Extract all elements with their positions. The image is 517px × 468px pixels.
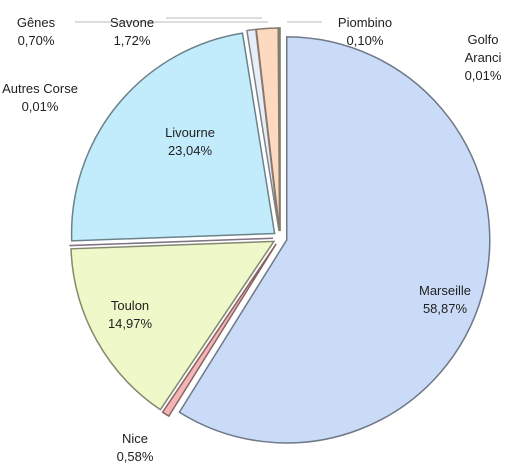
category-name: Nice bbox=[121, 431, 148, 446]
category-name: Marseille bbox=[418, 283, 472, 298]
slice-label: Marseille 58,87% bbox=[419, 282, 471, 318]
slice-label: Piombino 0,10% bbox=[338, 14, 392, 50]
value-label: 0,01% bbox=[464, 68, 502, 83]
value-label: 14,97% bbox=[107, 316, 153, 331]
category-name: Savone bbox=[109, 15, 155, 30]
category-name: Piombino bbox=[337, 15, 393, 30]
slice-label: Livourne 23,04% bbox=[165, 124, 215, 160]
slice-label: Golfo Aranci 0,01% bbox=[458, 31, 508, 85]
pie-slice bbox=[161, 243, 277, 418]
slice-label: Savone 1,72% bbox=[110, 14, 154, 50]
value-label: 0,70% bbox=[17, 33, 55, 48]
slice-label: Nice 0,58% bbox=[117, 430, 154, 466]
category-name: Toulon bbox=[110, 298, 150, 313]
value-label: 1,72% bbox=[113, 33, 151, 48]
slice-label: Autres Corse 0,01% bbox=[2, 80, 78, 116]
pie-slice bbox=[178, 36, 491, 444]
value-label: 58,87% bbox=[422, 301, 468, 316]
pie-slice bbox=[70, 32, 276, 242]
slice-label: Gênes 0,70% bbox=[17, 14, 55, 50]
pie-slice bbox=[69, 237, 274, 247]
value-label: 0,01% bbox=[21, 99, 59, 114]
category-name: Autres Corse bbox=[2, 81, 78, 96]
category-name: Livourne bbox=[165, 125, 215, 140]
category-name: Golfo Aranci bbox=[464, 32, 502, 65]
value-label: 0,58% bbox=[116, 449, 154, 464]
pie-slice bbox=[70, 240, 276, 411]
category-name: Gênes bbox=[16, 15, 56, 30]
value-label: 0,10% bbox=[346, 33, 384, 48]
slice-label: Toulon 14,97% bbox=[108, 297, 152, 333]
value-label: 23,04% bbox=[167, 143, 213, 158]
